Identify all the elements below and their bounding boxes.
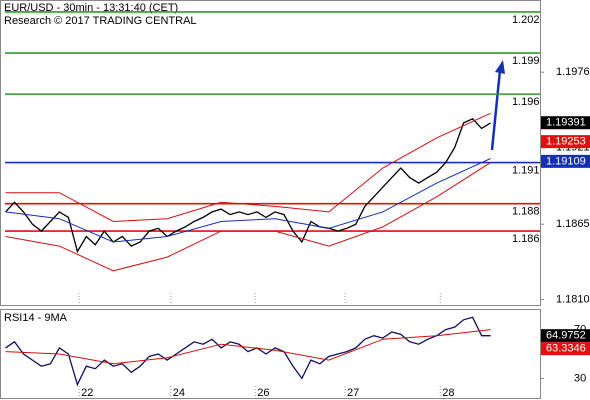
level-label: 1.191 bbox=[512, 164, 540, 176]
level-label: 1.186 bbox=[512, 233, 540, 245]
series-line bbox=[5, 316, 491, 387]
x-tick-label: 24 bbox=[173, 387, 185, 399]
series-line bbox=[5, 118, 491, 254]
level-label: 1.188 bbox=[512, 206, 540, 218]
rsi-panel bbox=[0, 309, 541, 399]
price-tag bbox=[541, 154, 590, 168]
price-tag bbox=[541, 116, 590, 130]
chart-title: EUR/USD - 30min - 13:31:40 (CET) bbox=[4, 2, 178, 14]
x-tick-label: 22 bbox=[81, 387, 93, 399]
price-tag bbox=[541, 135, 590, 149]
price-tag-label: 64.9752 bbox=[546, 330, 586, 342]
level-label: 1.202 bbox=[512, 14, 540, 26]
chart-subtitle: Research © 2017 TRADING CENTRAL bbox=[4, 15, 197, 27]
level-label: 1.196 bbox=[512, 96, 540, 108]
price-tag-label: 1.19253 bbox=[546, 136, 586, 148]
price-tag bbox=[541, 342, 590, 356]
x-tick-label: 28 bbox=[442, 387, 454, 399]
y-tick-label: 1.1810 bbox=[556, 293, 590, 305]
x-tick-label: 27 bbox=[347, 387, 359, 399]
series-line bbox=[5, 329, 491, 365]
forecast-arrowhead bbox=[495, 60, 505, 74]
y-tick-label: 30 bbox=[574, 372, 586, 384]
price-tag-label: 1.19109 bbox=[546, 155, 586, 167]
series-line bbox=[5, 162, 491, 272]
level-label: 1.199 bbox=[512, 55, 540, 67]
series-line bbox=[5, 158, 491, 243]
price-tag bbox=[541, 329, 590, 343]
price-panel bbox=[0, 0, 541, 306]
rsi-title: RSI14 - 9MA bbox=[4, 312, 68, 324]
y-tick-label: 1.1976 bbox=[556, 66, 590, 78]
price-tag-label: 1.19391 bbox=[546, 117, 586, 129]
forecast-arrow bbox=[490, 69, 502, 151]
series-line bbox=[5, 112, 491, 223]
x-tick-label: 26 bbox=[257, 387, 269, 399]
price-tag-label: 63.3346 bbox=[546, 343, 586, 355]
y-tick-label: 1.1865 bbox=[556, 218, 590, 230]
